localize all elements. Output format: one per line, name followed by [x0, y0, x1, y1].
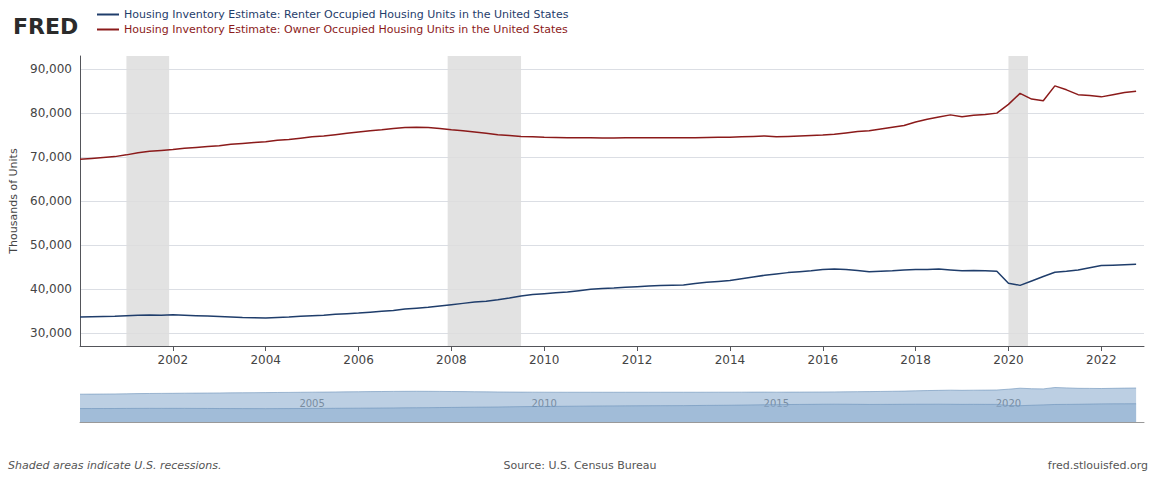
svg-text:2020: 2020: [993, 353, 1024, 367]
svg-text:40,000: 40,000: [30, 282, 72, 296]
svg-text:2010: 2010: [529, 353, 560, 367]
svg-text:Shaded areas indicate U.S. rec: Shaded areas indicate U.S. recessions.: [8, 459, 221, 472]
svg-text:70,000: 70,000: [30, 150, 72, 164]
svg-text:50,000: 50,000: [30, 238, 72, 252]
svg-text:2004: 2004: [250, 353, 281, 367]
svg-text:2018: 2018: [900, 353, 931, 367]
svg-text:80,000: 80,000: [30, 106, 72, 120]
svg-text:30,000: 30,000: [30, 326, 72, 340]
svg-text:Thousands of Units: Thousands of Units: [7, 148, 20, 255]
svg-text:Housing Inventory Estimate: Ow: Housing Inventory Estimate: Owner Occupi…: [124, 23, 568, 36]
svg-text:2006: 2006: [343, 353, 374, 367]
svg-text:Housing Inventory Estimate: Re: Housing Inventory Estimate: Renter Occup…: [124, 8, 569, 21]
svg-text:FRED: FRED: [13, 14, 78, 39]
svg-text:Source: U.S. Census Bureau: Source: U.S. Census Bureau: [503, 459, 656, 472]
svg-text:2016: 2016: [807, 353, 838, 367]
svg-text:2022: 2022: [1086, 353, 1117, 367]
svg-text:2002: 2002: [158, 353, 189, 367]
svg-text:2014: 2014: [715, 353, 746, 367]
svg-text:90,000: 90,000: [30, 62, 72, 76]
svg-text:2008: 2008: [436, 353, 467, 367]
svg-text:60,000: 60,000: [30, 194, 72, 208]
svg-text:fred.stlouisfed.org: fred.stlouisfed.org: [1048, 459, 1148, 472]
svg-text:2012: 2012: [622, 353, 653, 367]
